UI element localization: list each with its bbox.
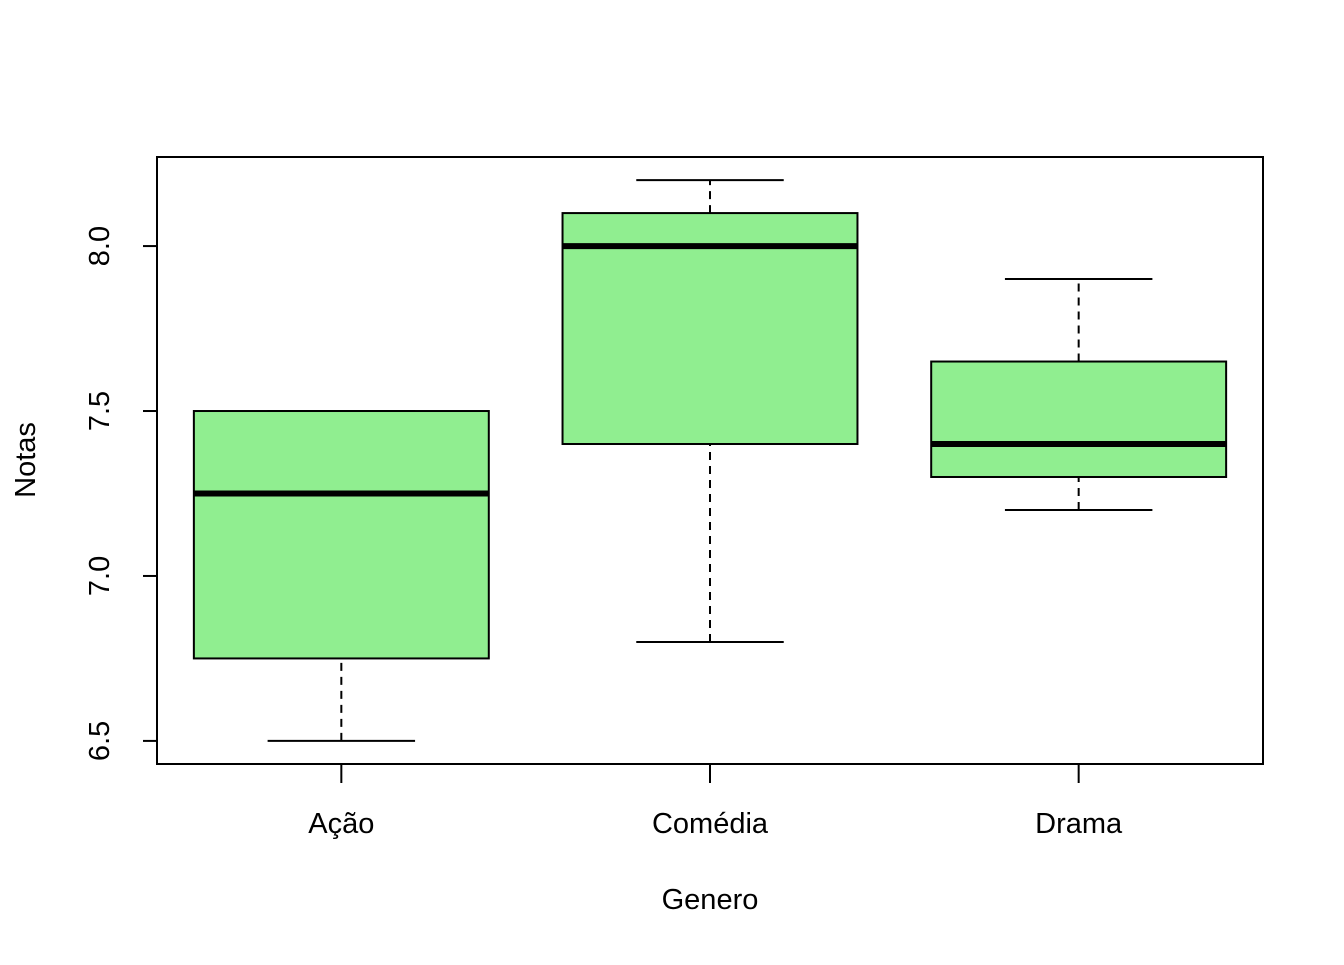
box-group xyxy=(561,179,859,643)
y-tick-label: 6.5 xyxy=(84,721,116,761)
y-axis-title: Notas xyxy=(10,422,42,498)
x-tick-label: Comédia xyxy=(652,808,769,840)
x-tick-label: Ação xyxy=(308,808,374,840)
box-iqr xyxy=(930,360,1228,478)
box-iqr xyxy=(561,212,859,446)
box-iqr xyxy=(192,410,490,660)
y-axis: 6.5 7.0 7.5 8.0 xyxy=(84,226,157,761)
y-tick-label: 8.0 xyxy=(84,226,116,266)
box-group xyxy=(192,410,490,742)
boxes-layer xyxy=(192,179,1228,742)
x-tick-label: Drama xyxy=(1035,808,1123,840)
x-axis-title: Genero xyxy=(662,884,759,916)
box-group xyxy=(930,278,1228,511)
y-tick-label: 7.5 xyxy=(84,391,116,431)
y-tick-label: 7.0 xyxy=(84,556,116,596)
x-axis: Ação Comédia Drama xyxy=(308,764,1123,840)
